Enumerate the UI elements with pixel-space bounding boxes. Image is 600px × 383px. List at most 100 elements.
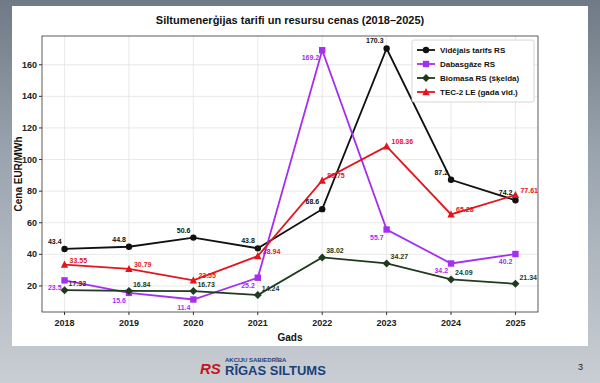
data-label: 16.84	[133, 281, 151, 288]
data-label: 11.4	[177, 304, 190, 311]
data-label: 170.3	[366, 37, 384, 44]
point	[383, 45, 389, 51]
legend-marker	[422, 74, 430, 82]
y-tick-label: 40	[27, 249, 37, 259]
y-axis-label: Cena EUR/MWh	[13, 137, 24, 212]
legend-label: Dabasgāze RS	[440, 60, 496, 69]
data-label: 24.09	[455, 269, 473, 276]
y-tick	[39, 159, 42, 160]
point	[318, 253, 326, 261]
y-grid	[42, 191, 538, 192]
point	[512, 251, 518, 257]
legend-label: Biomasa RS (šķelda)	[440, 74, 519, 83]
legend-label: TEC-2 LE (gada vid.)	[440, 88, 518, 97]
logo-mark: RS	[200, 360, 221, 377]
x-tick	[193, 312, 194, 315]
data-label: 34.2	[434, 267, 448, 274]
point	[319, 47, 325, 53]
y-tick	[39, 96, 42, 97]
legend-marker	[423, 61, 429, 67]
data-label: 108.36	[392, 138, 414, 145]
y-tick-label: 20	[27, 281, 37, 291]
point	[126, 244, 132, 250]
point	[447, 210, 454, 217]
point	[125, 287, 133, 295]
x-grid	[64, 36, 65, 312]
legend-label: Vidējais tarifs RS	[440, 46, 506, 55]
point	[190, 296, 196, 302]
y-grid	[42, 127, 538, 128]
y-tick	[39, 127, 42, 128]
data-label: 87.2	[434, 169, 448, 176]
point	[61, 277, 67, 283]
y-tick-label: 80	[27, 186, 37, 196]
data-label: 74.2	[499, 189, 513, 196]
data-label: 23.55	[198, 272, 216, 279]
point	[255, 275, 261, 281]
legend: Vidējais tarifs RS Dabasgāze RS Biomasa RS…	[412, 40, 534, 102]
point	[511, 280, 519, 288]
point	[512, 191, 519, 198]
legend-marker	[423, 47, 429, 53]
x-tick	[386, 312, 387, 315]
x-tick-label: 2020	[183, 318, 203, 328]
data-label: 43.8	[241, 237, 255, 244]
data-label: 23.5	[48, 284, 62, 291]
data-label: 169.2	[302, 54, 320, 61]
x-grid	[386, 36, 387, 312]
x-grid	[322, 36, 323, 312]
data-label: 15.6	[112, 297, 126, 304]
slide-svg: Siltumenerģijas tarifi un resursu cenas …	[0, 0, 600, 383]
y-grid	[42, 222, 538, 223]
data-label: 50.6	[177, 227, 191, 234]
x-tick-label: 2025	[505, 318, 525, 328]
legend-box	[412, 40, 534, 102]
y-grid	[42, 285, 538, 286]
y-grid	[42, 254, 538, 255]
y-tick	[39, 64, 42, 65]
x-tick	[128, 312, 129, 315]
point	[448, 260, 454, 266]
x-tick	[515, 312, 516, 315]
data-label: 21.34	[519, 274, 537, 281]
data-label: 65.28	[456, 206, 474, 213]
data-label: 33.55	[70, 257, 88, 264]
x-tick-label: 2019	[119, 318, 139, 328]
point	[383, 226, 389, 232]
data-label: 38.02	[326, 247, 344, 254]
slide: Siltumenerģijas tarifi un resursu cenas …	[0, 0, 600, 383]
point	[190, 276, 197, 283]
y-tick-label: 100	[22, 155, 37, 165]
data-label: 86.75	[327, 172, 345, 179]
point	[383, 259, 391, 267]
point	[319, 206, 325, 212]
data-labels: 43.444.850.643.868.6170.387.274.223.515.…	[48, 37, 538, 310]
x-tick-label: 2021	[248, 318, 268, 328]
legend-marker	[422, 88, 429, 95]
point	[255, 245, 261, 251]
point	[448, 177, 454, 183]
y-tick	[39, 285, 42, 286]
company-name: RĪGAS SILTUMS	[225, 363, 326, 378]
data-label: 25.2	[241, 282, 255, 289]
point	[61, 246, 67, 252]
data-label: 55.7	[370, 234, 384, 241]
data-label: 17.33	[69, 280, 87, 287]
y-tick-label: 120	[22, 123, 37, 133]
point	[190, 234, 196, 240]
y-tick-label: 60	[27, 218, 37, 228]
x-axis-label: Gads	[277, 332, 302, 343]
data-label: 68.6	[306, 198, 320, 205]
data-label: 44.8	[112, 236, 126, 243]
point	[383, 142, 390, 149]
y-tick	[39, 191, 42, 192]
y-tick	[39, 254, 42, 255]
x-tick-label: 2024	[441, 318, 461, 328]
data-label: 14.24	[262, 285, 280, 292]
point	[61, 261, 68, 268]
point	[447, 275, 455, 283]
title: Siltumenerģijas tarifi un resursu cenas …	[156, 14, 425, 26]
x-tick-label: 2023	[377, 318, 397, 328]
x-tick-label: 2018	[55, 318, 75, 328]
x-tick	[322, 312, 323, 315]
